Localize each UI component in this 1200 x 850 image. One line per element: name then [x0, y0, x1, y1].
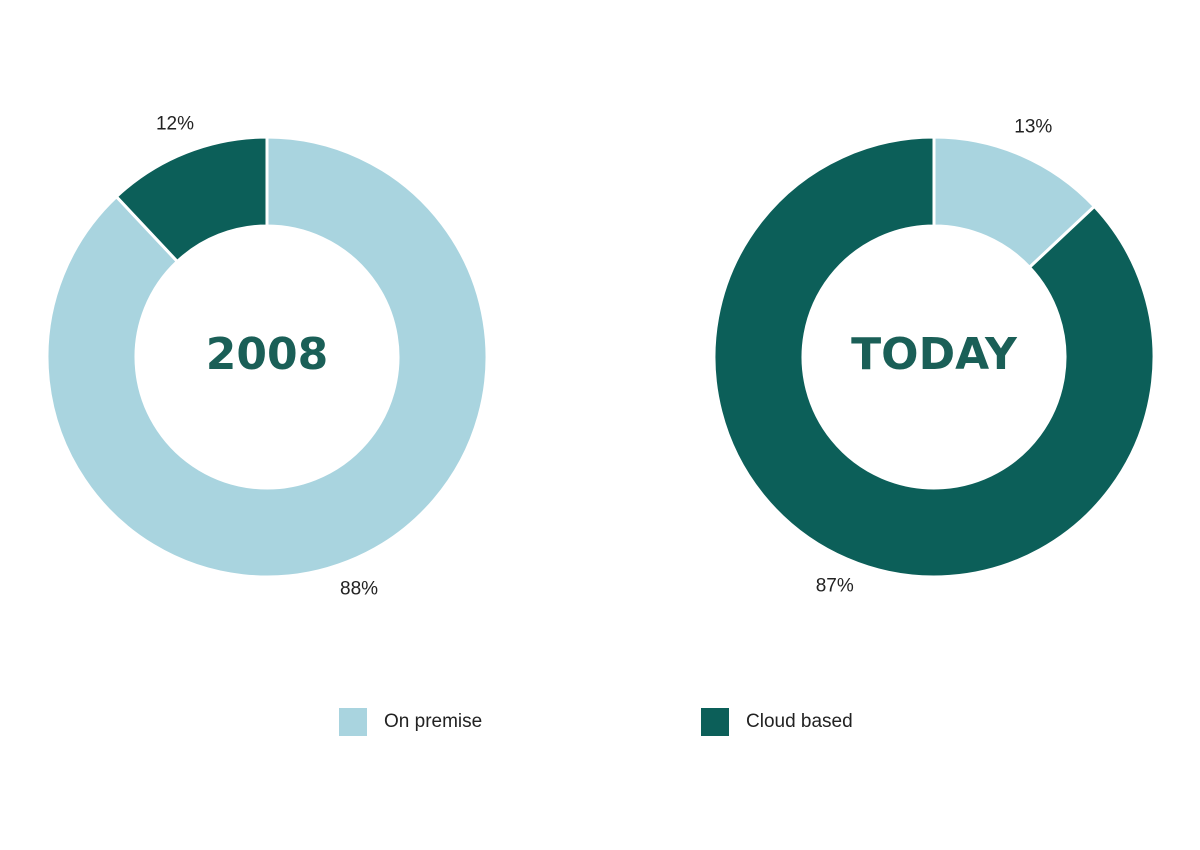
slice-label: 13%: [1014, 117, 1052, 138]
donut-slice: [114, 135, 269, 264]
slice-label: 87%: [816, 575, 854, 596]
center-label: 2008: [206, 329, 328, 380]
legend-label: On premise: [384, 711, 482, 732]
legend-label: Cloud based: [746, 711, 853, 732]
slice-label: 12%: [156, 114, 194, 135]
donut-slice: [45, 135, 489, 579]
donut-slice: [712, 135, 1156, 579]
center-label: TODAY: [851, 329, 1018, 380]
legend-swatch: [701, 708, 729, 736]
slice-label: 88%: [340, 578, 378, 599]
legend-swatch: [339, 708, 367, 736]
